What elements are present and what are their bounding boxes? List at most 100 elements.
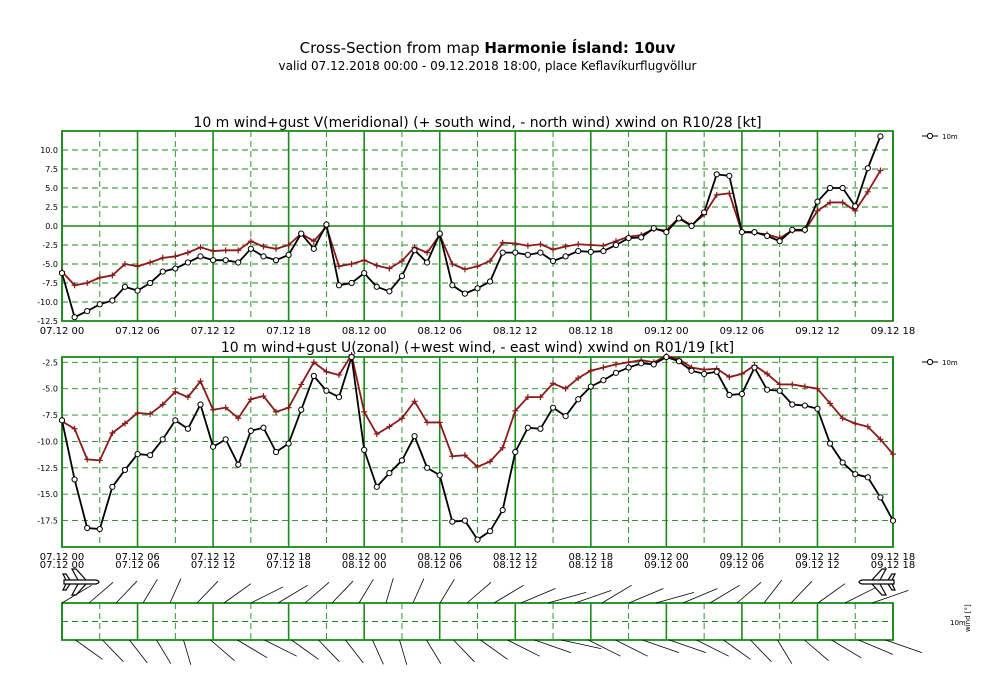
wind-data-point xyxy=(109,297,116,304)
x-tick-label: 07.12 12 xyxy=(191,326,236,337)
gust-data-point xyxy=(852,420,859,427)
gust-data-point xyxy=(562,243,569,250)
wind-data-point xyxy=(763,386,771,393)
x-tick-label: 08.12 12 xyxy=(493,326,538,337)
wind-barb xyxy=(574,590,612,604)
y-tick-label: -5.0 xyxy=(42,385,58,394)
wind-barb xyxy=(183,639,192,665)
gust-data-point xyxy=(235,247,242,254)
wind-data-point xyxy=(877,133,884,140)
wind-barb xyxy=(372,639,384,665)
y-tick-label: -5.0 xyxy=(42,260,58,269)
wind-data-point xyxy=(801,226,808,233)
gust-data-point xyxy=(310,359,317,366)
wind-data-point xyxy=(96,525,103,533)
wind-data-point xyxy=(625,235,632,242)
gust-data-point xyxy=(461,266,468,273)
wind-barb xyxy=(844,586,878,604)
wind-data-point xyxy=(537,249,544,256)
x-tick-label: 07.12 12 xyxy=(191,552,236,563)
gust-data-point xyxy=(613,361,619,368)
wind-barb xyxy=(709,584,740,604)
wind-data-point xyxy=(486,278,494,285)
gust-data-point xyxy=(487,458,494,465)
y-tick-label: -12.5 xyxy=(37,464,58,473)
gust-data-point xyxy=(764,370,771,377)
wind-barb xyxy=(129,639,148,664)
legend-marker xyxy=(926,132,934,140)
barb-x-tick-label: 08.12 06 xyxy=(417,560,462,571)
x-tick-label: 08.12 18 xyxy=(569,552,614,563)
wind-barb xyxy=(412,578,425,604)
gust-data-point xyxy=(449,453,456,460)
chart-subtitle: valid 07.12.2018 00:00 - 09.12.2018 18:0… xyxy=(278,59,697,73)
gust-data-point xyxy=(386,265,393,272)
wind-barb xyxy=(804,639,829,661)
wind-data-point xyxy=(361,270,368,277)
gust-data-point xyxy=(373,262,380,269)
gust-data-point xyxy=(184,394,191,401)
y-tick-label: 2.5 xyxy=(45,203,58,212)
x-tick-label: 09.12 12 xyxy=(795,326,840,337)
wind-data-point xyxy=(134,451,141,458)
x-tick-label: 08.12 12 xyxy=(493,552,538,563)
gust-data-point xyxy=(864,423,871,430)
gust-data-point xyxy=(499,444,506,451)
wind-data-point xyxy=(335,394,343,401)
legend-marker xyxy=(926,358,934,366)
wind-data-point xyxy=(235,461,242,468)
wind-data-point xyxy=(852,203,859,210)
gust-data-point xyxy=(864,188,871,195)
gust-data-point xyxy=(877,167,884,174)
wind-barb xyxy=(331,580,354,604)
wind-data-point xyxy=(852,471,859,478)
wind-data-point xyxy=(675,215,683,222)
gust-data-point xyxy=(298,381,305,388)
gust-data-point xyxy=(109,430,116,436)
wind-barb xyxy=(291,639,319,660)
wind-barb xyxy=(723,639,751,660)
wind-data-point xyxy=(562,253,569,260)
gust-data-point xyxy=(134,409,141,416)
wind-data-point xyxy=(826,440,834,447)
gust-data-point xyxy=(84,456,91,463)
gust-data-point xyxy=(273,245,280,252)
barb-x-tick-label: 08.12 12 xyxy=(493,560,538,571)
wind-data-point xyxy=(84,524,91,532)
wind-data-point xyxy=(436,472,443,479)
gust-data-point xyxy=(247,396,254,403)
wind-barb xyxy=(601,584,632,604)
wind-data-point xyxy=(751,364,758,371)
airplane-right-icon-shape xyxy=(858,568,896,596)
wind-data-point xyxy=(147,279,154,287)
wind-data-point xyxy=(386,470,393,477)
wind-barb xyxy=(237,639,268,659)
gust-data-point xyxy=(134,263,141,270)
barb-x-tick-label: 08.12 18 xyxy=(569,560,614,571)
gust-data-point xyxy=(512,240,519,247)
gust-data-point xyxy=(461,452,468,459)
wind-data-point xyxy=(71,314,78,321)
gust-data-point xyxy=(537,394,544,401)
gust-data-point xyxy=(562,385,569,392)
gust-data-point xyxy=(336,263,342,270)
gust-data-point xyxy=(587,242,594,248)
gust-data-point xyxy=(814,207,821,214)
gust-data-point xyxy=(121,261,128,267)
wind-barb xyxy=(439,579,455,604)
wind-data-point xyxy=(864,165,871,172)
wind-data-point xyxy=(411,433,418,440)
wind-data-point xyxy=(663,353,670,361)
x-tick-label: 09.12 18 xyxy=(871,552,916,563)
y-tick-label: -15.0 xyxy=(37,490,58,499)
x-tick-label: 08.12 00 xyxy=(342,552,387,563)
gust-data-point xyxy=(247,238,254,245)
gust-data-point xyxy=(550,380,557,387)
wind-barb xyxy=(493,584,524,604)
gust-data-point xyxy=(449,261,456,267)
wind-data-point xyxy=(172,417,179,424)
wind-data-point xyxy=(184,259,192,266)
gust-data-point xyxy=(210,406,217,413)
wind-data-point xyxy=(247,245,254,252)
